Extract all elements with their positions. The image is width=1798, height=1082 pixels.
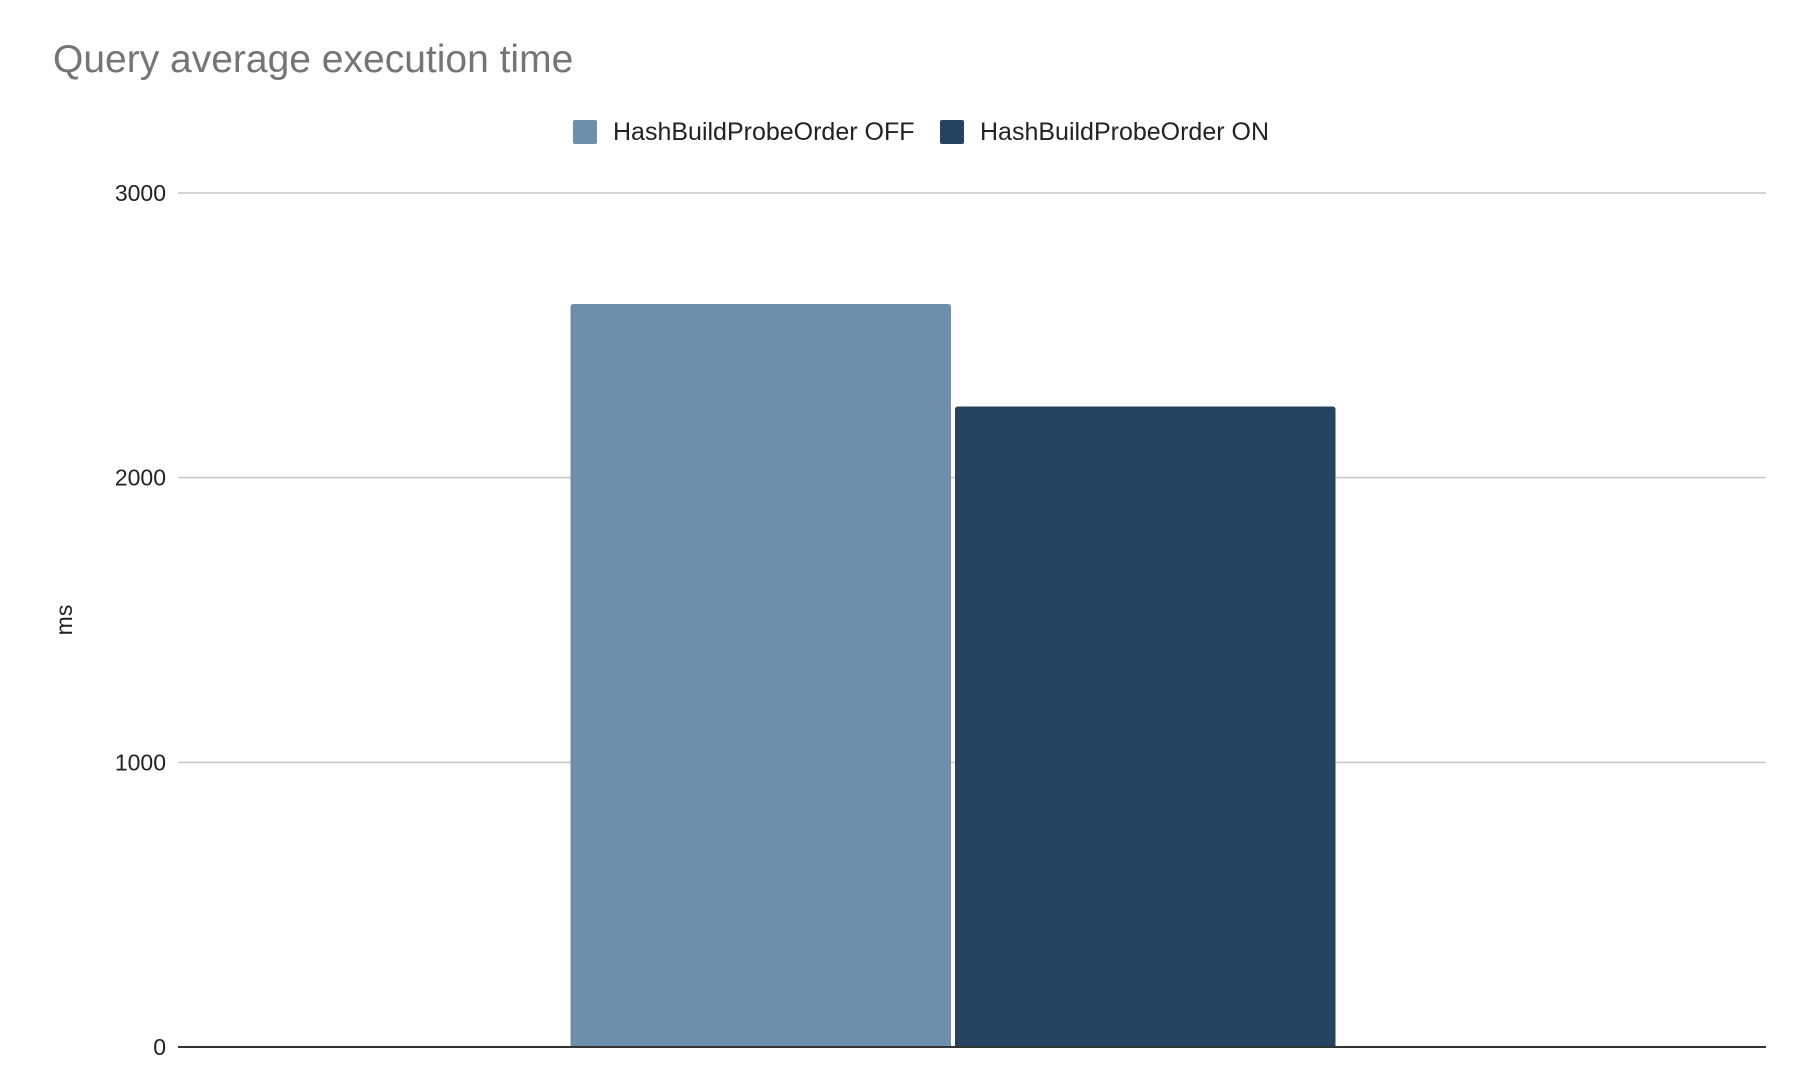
legend-item: HashBuildProbeOrder OFF [573,118,915,146]
legend-label: HashBuildProbeOrder OFF [613,118,915,146]
y-tick-label: 3000 [115,180,166,206]
chart-title: Query average execution time [53,38,573,81]
y-tick-label: 2000 [115,465,166,491]
y-axis-ticks: 0 1000 2000 3000 [115,180,166,1060]
legend-label: HashBuildProbeOrder ON [980,118,1269,146]
legend-item: HashBuildProbeOrder ON [940,118,1269,146]
legend-swatch [940,120,964,144]
y-tick-label: 1000 [115,749,166,775]
y-tick-label: 0 [153,1034,166,1060]
legend: HashBuildProbeOrder OFF HashBuildProbeOrd… [573,118,1269,146]
bar [570,304,951,1047]
bars [570,304,1336,1047]
bar [955,406,1336,1047]
y-axis-label: ms [51,605,77,636]
legend-swatch [573,120,597,144]
